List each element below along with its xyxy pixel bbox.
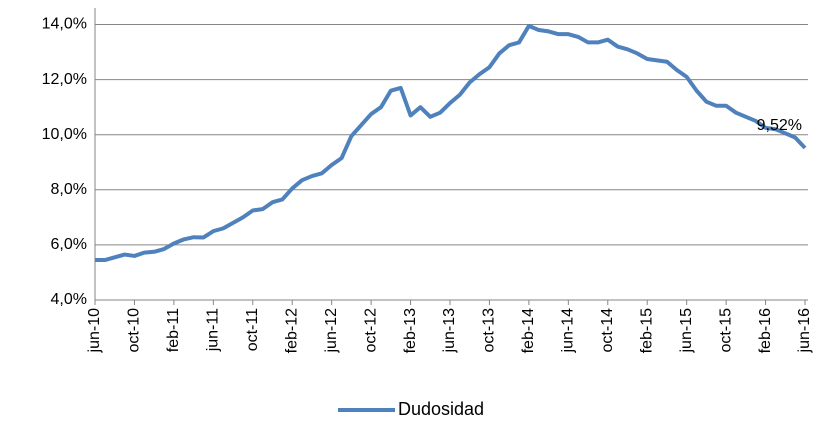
y-tick-label: 8,0%: [51, 181, 87, 198]
x-tick-label: oct-12: [362, 308, 379, 353]
x-tick-label: jun-13: [441, 308, 458, 354]
x-tick-label: jun-11: [205, 308, 222, 352]
y-tick-label: 14,0%: [42, 16, 87, 33]
x-tick-label: oct-13: [481, 308, 498, 353]
series-line: [95, 23, 807, 263]
y-tick-label: 6,0%: [51, 236, 87, 253]
x-tick-label: oct-11: [244, 308, 261, 351]
x-tick-label: feb-15: [638, 308, 655, 353]
x-tick-label: jun-15: [678, 308, 695, 354]
x-tick-label: feb-14: [520, 308, 537, 353]
x-tick-label: jun-16: [796, 308, 813, 354]
x-tick-label: feb-11: [165, 308, 182, 352]
x-tick-label: feb-13: [402, 308, 419, 353]
x-tick-label: oct-14: [599, 308, 616, 353]
x-tick-label: jun-12: [323, 308, 340, 354]
legend-label: Dudosidad: [398, 399, 484, 419]
y-tick-label: 10,0%: [42, 126, 87, 143]
data-label: 9,52%: [757, 117, 802, 134]
x-tick-label: jun-10: [86, 308, 103, 354]
x-tick-label: feb-16: [757, 308, 774, 353]
y-tick-label: 4,0%: [51, 291, 87, 308]
x-tick-label: oct-10: [126, 308, 143, 353]
x-tick-label: oct-15: [717, 308, 734, 353]
x-tick-label: jun-14: [560, 308, 577, 354]
x-tick-label: feb-12: [283, 308, 300, 353]
y-tick-label: 12,0%: [42, 71, 87, 88]
